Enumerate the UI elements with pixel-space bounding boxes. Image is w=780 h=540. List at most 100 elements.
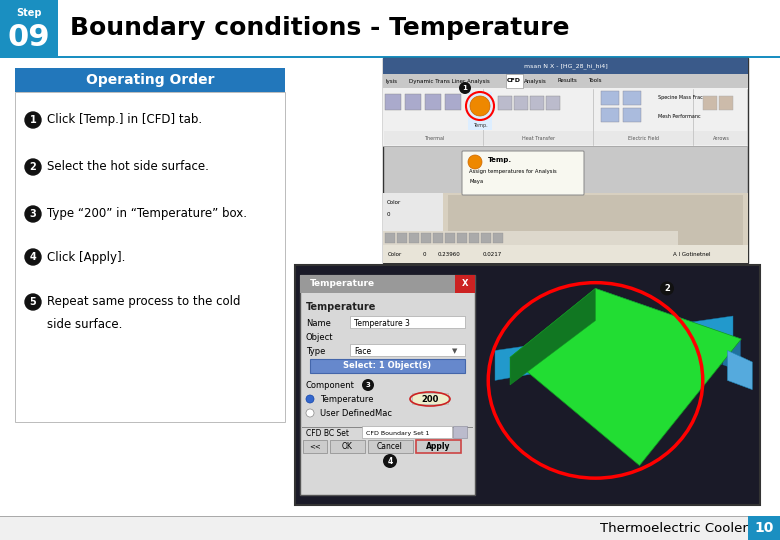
- Text: 09: 09: [8, 23, 51, 52]
- Polygon shape: [595, 288, 613, 327]
- Circle shape: [383, 454, 397, 468]
- Text: Step: Step: [16, 9, 42, 18]
- Bar: [383, 245, 748, 263]
- Bar: [514, 96, 528, 110]
- Text: CFD Boundary Set 1: CFD Boundary Set 1: [366, 430, 429, 435]
- Text: Select the hot side surface.: Select the hot side surface.: [47, 160, 209, 173]
- Bar: [719, 96, 733, 110]
- Polygon shape: [510, 288, 595, 385]
- Bar: [0, 56, 780, 58]
- Bar: [383, 58, 748, 263]
- Text: Type: Type: [306, 347, 325, 355]
- Bar: [623, 91, 641, 105]
- Bar: [383, 231, 678, 245]
- Text: User DefinedMac: User DefinedMac: [320, 408, 392, 417]
- Bar: [594, 131, 693, 145]
- Text: ▼: ▼: [452, 348, 458, 354]
- Bar: [412, 393, 448, 404]
- Bar: [397, 233, 407, 243]
- Bar: [383, 193, 748, 263]
- Bar: [601, 108, 619, 122]
- Bar: [748, 516, 780, 540]
- Bar: [601, 91, 619, 105]
- Text: Specine Mass Frac: Specine Mass Frac: [658, 96, 703, 100]
- Circle shape: [25, 294, 41, 310]
- Text: CFD BC Set: CFD BC Set: [306, 429, 349, 437]
- Bar: [703, 96, 717, 110]
- Text: Temperature: Temperature: [310, 280, 375, 288]
- Text: Analysis: Analysis: [524, 78, 547, 84]
- Bar: [383, 58, 748, 74]
- Circle shape: [459, 82, 471, 94]
- Circle shape: [306, 395, 314, 403]
- Bar: [330, 440, 365, 453]
- Bar: [383, 146, 748, 147]
- Polygon shape: [651, 307, 668, 346]
- Circle shape: [362, 379, 374, 391]
- Text: 2: 2: [664, 284, 670, 293]
- Text: lysis: lysis: [385, 78, 397, 84]
- Circle shape: [25, 159, 41, 175]
- Bar: [295, 265, 760, 505]
- Text: Face: Face: [354, 347, 371, 355]
- Bar: [310, 359, 465, 373]
- Bar: [303, 440, 327, 453]
- Circle shape: [468, 155, 482, 169]
- Bar: [385, 233, 395, 243]
- Bar: [300, 275, 475, 293]
- Bar: [409, 233, 419, 243]
- Text: Click [Temp.] in [CFD] tab.: Click [Temp.] in [CFD] tab.: [47, 113, 202, 126]
- Text: Object: Object: [306, 333, 334, 341]
- Bar: [383, 193, 443, 263]
- Text: Select: 1 Object(s): Select: 1 Object(s): [343, 361, 431, 370]
- Polygon shape: [495, 316, 733, 380]
- Text: A I Gotinetnel: A I Gotinetnel: [673, 252, 711, 256]
- Bar: [0, 516, 780, 517]
- Text: 200: 200: [421, 395, 438, 403]
- Text: 3: 3: [366, 382, 370, 388]
- Text: Heat Transfer: Heat Transfer: [523, 136, 555, 140]
- Text: Component: Component: [306, 381, 355, 389]
- Text: 0.0217: 0.0217: [483, 252, 502, 256]
- Bar: [350, 344, 465, 356]
- Polygon shape: [668, 314, 686, 352]
- Bar: [302, 427, 473, 428]
- Circle shape: [25, 249, 41, 265]
- Text: Repeat same process to the cold: Repeat same process to the cold: [47, 295, 240, 308]
- Bar: [300, 275, 475, 495]
- Bar: [481, 233, 491, 243]
- Text: OK: OK: [342, 442, 353, 451]
- Polygon shape: [510, 288, 741, 465]
- Text: Arrows: Arrows: [713, 136, 729, 140]
- Bar: [505, 74, 523, 88]
- Polygon shape: [723, 333, 740, 371]
- Text: Temperature: Temperature: [320, 395, 374, 403]
- Text: 0: 0: [423, 252, 427, 256]
- Polygon shape: [705, 326, 722, 364]
- Polygon shape: [632, 301, 650, 339]
- Circle shape: [306, 409, 314, 417]
- Text: 1: 1: [30, 115, 37, 125]
- Text: Operating Order: Operating Order: [86, 73, 214, 87]
- Text: side surface.: side surface.: [47, 318, 122, 330]
- FancyBboxPatch shape: [462, 151, 584, 195]
- Text: Mesh Performanc: Mesh Performanc: [658, 113, 700, 118]
- Text: 5: 5: [30, 297, 37, 307]
- Text: <<: <<: [309, 443, 321, 449]
- Text: Temp.: Temp.: [488, 157, 512, 163]
- Bar: [694, 131, 747, 145]
- Bar: [416, 440, 461, 453]
- Bar: [15, 92, 285, 422]
- Text: Color: Color: [387, 200, 401, 206]
- Text: 0.23960: 0.23960: [438, 252, 461, 256]
- Bar: [455, 275, 475, 293]
- Bar: [530, 96, 544, 110]
- Bar: [350, 316, 465, 328]
- Text: Maya: Maya: [469, 179, 483, 185]
- Circle shape: [25, 112, 41, 128]
- Bar: [0, 516, 780, 540]
- Bar: [468, 92, 492, 130]
- Text: 4: 4: [388, 456, 392, 465]
- Text: 10: 10: [754, 521, 774, 535]
- Bar: [445, 94, 461, 110]
